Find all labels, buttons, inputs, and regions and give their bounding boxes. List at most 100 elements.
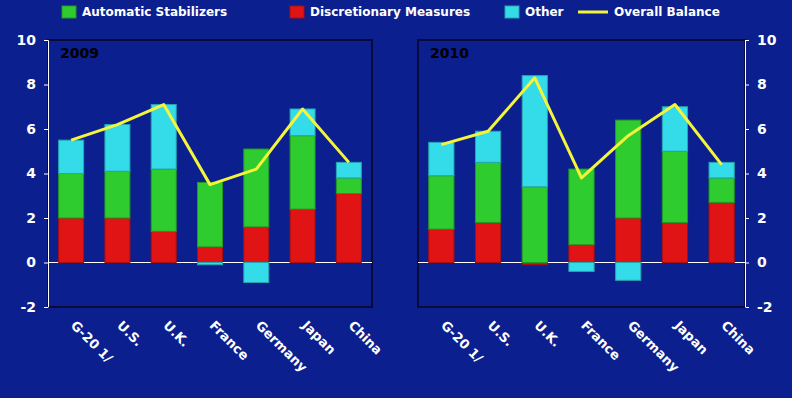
tick: China	[346, 307, 386, 358]
tick-label: France	[207, 318, 252, 363]
bar-segment	[198, 247, 223, 263]
legend-label: Other	[525, 5, 564, 19]
tick-mark	[745, 218, 749, 219]
tick-label: 2	[26, 210, 36, 226]
plot-frame	[418, 40, 745, 307]
bar-segment	[336, 178, 361, 194]
tick: -2	[20, 299, 48, 315]
tick-mark	[745, 40, 749, 41]
bar-segment	[429, 229, 454, 262]
tick-label: 10	[757, 32, 777, 48]
tick-mark	[745, 85, 749, 86]
tick-mark	[44, 218, 48, 219]
bar-segment	[244, 227, 269, 263]
plot-frame	[48, 40, 372, 307]
legend-item: Other	[505, 5, 564, 19]
panel-title: 2010	[430, 45, 469, 61]
tick: Germany	[625, 307, 683, 375]
bar-segment	[429, 176, 454, 229]
tick-label: 2	[757, 210, 767, 226]
panel: -20246810G-20 1/U.S.U.K.FranceGermanyJap…	[418, 32, 777, 375]
legend-label: Discretionary Measures	[310, 5, 470, 19]
tick-label: France	[578, 318, 623, 363]
tick: -2	[745, 299, 773, 315]
tick-mark	[44, 85, 48, 86]
y-axis: -2 0 2 4 6 8 10	[17, 32, 49, 315]
tick-label: Japan	[299, 317, 339, 357]
line	[71, 105, 349, 185]
tick: 10	[17, 32, 48, 48]
tick: 4	[26, 165, 48, 181]
tick-mark	[745, 263, 749, 264]
legend-swatch	[505, 6, 519, 18]
x-axis: G-20 1/U.S.U.K.FranceGermanyJapanChina	[49, 307, 386, 375]
bar-segment	[475, 222, 500, 262]
bar-segment	[105, 125, 130, 172]
legend-item: Overall Balance	[578, 5, 720, 19]
bar-segment	[105, 218, 130, 263]
tick-label: G-20 1/	[438, 318, 486, 366]
tick: U.K.	[531, 307, 563, 350]
bar-segment	[475, 131, 500, 162]
tick: China	[718, 307, 758, 358]
tick-mark	[44, 129, 48, 130]
legend-item: Discretionary Measures	[290, 5, 470, 19]
marks	[429, 76, 735, 281]
tick: Japan	[671, 307, 711, 357]
bar-segment	[336, 194, 361, 263]
axis-line	[44, 41, 49, 308]
bar-segment	[151, 169, 176, 231]
chart: Automatic Stabilizers Discretionary Measu…	[0, 0, 792, 398]
tick: 0	[26, 254, 48, 270]
bar-segment	[709, 202, 734, 262]
marks	[59, 105, 362, 283]
tick-label: China	[718, 318, 758, 358]
panel: -20246810G-20 1/U.S.U.K.FranceGermanyJap…	[17, 32, 386, 375]
bar-segment	[662, 107, 687, 152]
bar-segment	[59, 140, 84, 173]
bar-segment	[709, 162, 734, 178]
tick-label: China	[346, 318, 386, 358]
tick-mark	[44, 174, 48, 175]
panel-title: 2009	[60, 45, 99, 61]
bar-segment	[290, 209, 315, 262]
bar-segment	[290, 136, 315, 209]
tick-label: 6	[26, 121, 36, 137]
legend-item: Automatic Stabilizers	[62, 5, 227, 19]
y-axis: -20246810	[745, 32, 777, 315]
tick-label: 8	[757, 76, 767, 92]
bar-segment	[616, 263, 641, 281]
bar-segment	[244, 149, 269, 227]
tick: 6	[26, 121, 48, 137]
tick-mark	[745, 129, 749, 130]
tick: 2	[745, 210, 767, 226]
bar-segment	[198, 182, 223, 247]
tick-mark	[44, 40, 48, 41]
tick-mark	[44, 263, 48, 264]
x-axis: G-20 1/U.S.U.K.FranceGermanyJapanChina	[419, 307, 759, 375]
tick: 0	[745, 254, 767, 270]
bar-segment	[616, 218, 641, 263]
legend-swatch	[290, 6, 304, 18]
tick-label: -2	[757, 299, 773, 315]
tick-label: -2	[20, 299, 36, 315]
legend-label: Overall Balance	[614, 5, 720, 19]
bar-segment	[244, 263, 269, 283]
bar-segment	[59, 174, 84, 219]
tick-label: G-20 1/	[68, 318, 116, 366]
bar-segment	[475, 162, 500, 222]
legend-label: Automatic Stabilizers	[82, 5, 227, 19]
bar-segment	[569, 169, 594, 245]
tick-label: U.K.	[531, 318, 563, 350]
legend-swatch	[62, 6, 76, 18]
axis-line	[49, 307, 373, 308]
tick-label: U.K.	[160, 318, 192, 350]
tick-mark	[745, 174, 749, 175]
tick-label: 0	[26, 254, 36, 270]
bar-segment	[569, 245, 594, 263]
bar-segment	[59, 218, 84, 263]
tick-label: 8	[26, 76, 36, 92]
tick-label: 4	[26, 165, 36, 181]
axis-line	[746, 41, 750, 308]
tick: 8	[745, 76, 767, 92]
